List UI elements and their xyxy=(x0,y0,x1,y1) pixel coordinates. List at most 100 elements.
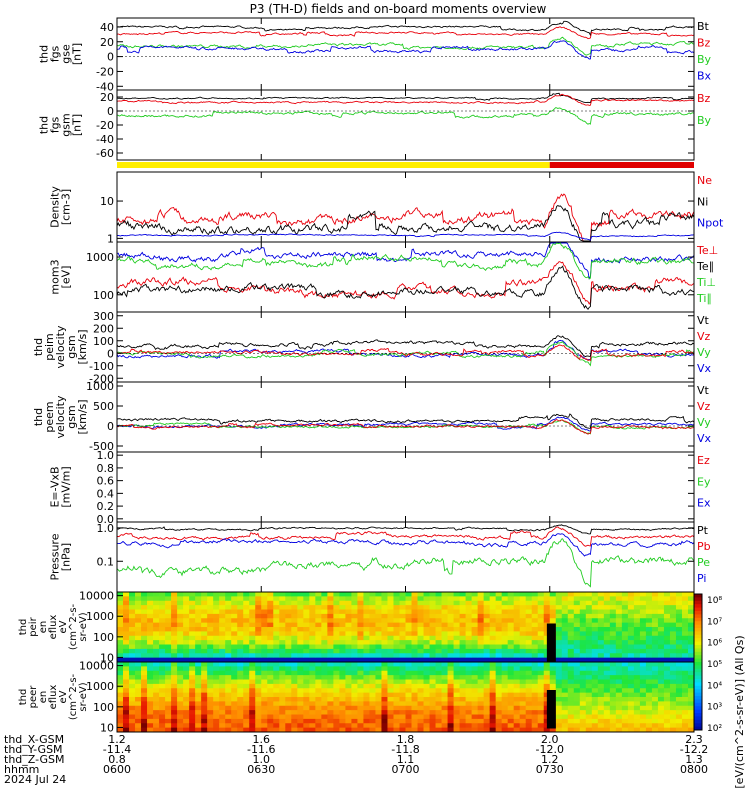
spectrogram-cell xyxy=(369,635,376,641)
spectrogram-cell xyxy=(399,640,406,645)
y-tick-label: 1000 xyxy=(86,251,114,264)
spectrogram-cell xyxy=(453,640,460,645)
spectrogram-cell xyxy=(297,670,304,676)
legend-Vz: Vz xyxy=(697,330,711,343)
spectrogram-cell xyxy=(495,618,503,624)
spectrogram-cell xyxy=(333,723,340,729)
spectrogram-cell xyxy=(663,662,671,667)
spectrogram-cell xyxy=(465,692,473,698)
spectrogram-cell xyxy=(219,600,226,606)
spectrogram-cell xyxy=(243,627,250,632)
spectrogram-cell xyxy=(681,653,689,659)
spectrogram-cell xyxy=(351,714,358,720)
spectrogram-cell xyxy=(255,592,262,597)
spectrogram-cell xyxy=(567,605,575,610)
spectrogram-cell xyxy=(381,635,388,641)
spectrogram-cell xyxy=(453,670,460,676)
spectrogram-cell xyxy=(459,627,466,632)
spectrogram-cell xyxy=(387,653,394,659)
spectrogram-cell xyxy=(645,710,653,715)
spectrogram-cell xyxy=(249,662,256,667)
spectrogram-cell xyxy=(441,723,448,729)
spectrogram-cell xyxy=(237,718,244,724)
spectrogram-cell xyxy=(369,631,376,637)
spectrogram-cell xyxy=(507,705,515,711)
spectrogram-cell xyxy=(423,648,430,654)
spectrogram-cell xyxy=(651,688,659,694)
spectrogram-cell xyxy=(345,613,352,619)
spectrogram-cell xyxy=(315,631,322,637)
spectrogram-cell xyxy=(183,675,190,680)
spectrogram-cell xyxy=(519,627,527,632)
spectrogram-cell xyxy=(495,609,503,615)
spectrogram-cell xyxy=(339,622,346,628)
spectrogram-cell xyxy=(435,622,442,628)
colorbar-cell xyxy=(694,696,702,700)
spectrogram-cell xyxy=(621,592,629,597)
spectrogram-cell xyxy=(423,705,430,711)
spectrogram-cell xyxy=(273,683,280,689)
spectrogram-cell xyxy=(627,648,635,654)
spectrogram-cell xyxy=(657,657,665,663)
spectrogram-cell xyxy=(273,627,280,632)
spectrogram-cell xyxy=(183,710,190,715)
spectrogram-cell xyxy=(231,710,238,715)
spectrogram-cell xyxy=(375,675,382,680)
spectrogram-cell xyxy=(507,644,515,650)
spectrogram-cell xyxy=(375,727,382,733)
spectrogram-cell xyxy=(573,635,581,641)
spectrogram-cell xyxy=(123,648,130,654)
colorbar-cell xyxy=(694,594,702,598)
spectrogram-cell xyxy=(195,710,202,715)
spectrogram-cell xyxy=(183,714,190,720)
spectrogram-cell xyxy=(435,718,442,724)
spectrogram-cell xyxy=(357,640,364,645)
legend-Bx: Bx xyxy=(697,70,712,83)
colorbar-cell xyxy=(694,702,702,707)
series-Vt xyxy=(116,413,695,429)
spectrogram-cell xyxy=(405,653,412,659)
spectrogram-cell xyxy=(171,710,178,715)
spectrogram-cell xyxy=(429,666,436,672)
spectrogram-cell xyxy=(399,666,406,672)
spectrogram-cell xyxy=(477,714,485,720)
spectrogram-cell xyxy=(567,627,575,632)
spectrogram-cell xyxy=(375,666,382,672)
spectrogram-cell xyxy=(573,727,581,733)
spectrogram-cell xyxy=(501,683,509,689)
spectrogram-cell xyxy=(669,675,677,680)
spectrogram-cell xyxy=(537,605,545,610)
spectrogram-cell xyxy=(651,622,659,628)
spectrogram-cell xyxy=(309,635,316,641)
spectrogram-cell xyxy=(459,714,466,720)
spectrogram-cell xyxy=(675,592,683,597)
spectrogram-cell xyxy=(435,596,442,602)
y-axis-label-line: [cm-3] xyxy=(60,189,73,225)
y-tick-label: 0.8 xyxy=(97,462,115,475)
spectrogram-cell xyxy=(513,675,521,680)
spectrogram-cell xyxy=(291,701,298,707)
spectrogram-cell xyxy=(279,697,286,702)
spectrogram-cell xyxy=(189,688,196,694)
legend-Ni: Ni xyxy=(697,195,708,208)
spectrogram-cell xyxy=(423,657,430,663)
spectrogram-cell xyxy=(663,675,671,680)
spectrogram-cell xyxy=(201,662,208,667)
spectrogram-cell xyxy=(585,705,593,711)
spectrogram-cell xyxy=(603,727,611,733)
spectrogram-cell xyxy=(627,622,635,628)
ephemeris-value: 0630 xyxy=(247,763,275,776)
spectrogram-cell xyxy=(675,683,683,689)
spectrogram-cell xyxy=(267,662,274,667)
spectrogram-cell xyxy=(483,657,491,663)
spectrogram-cell xyxy=(153,688,160,694)
spectrogram-cell xyxy=(579,662,587,667)
spectrogram-cell xyxy=(399,600,406,606)
spectrogram-cell xyxy=(465,666,473,672)
spectrogram-cell xyxy=(609,613,617,619)
spectrogram-cell xyxy=(303,727,310,733)
spectrogram-cell xyxy=(531,662,539,667)
spectrogram-cell xyxy=(177,618,184,624)
spectrogram-cell xyxy=(267,609,274,615)
